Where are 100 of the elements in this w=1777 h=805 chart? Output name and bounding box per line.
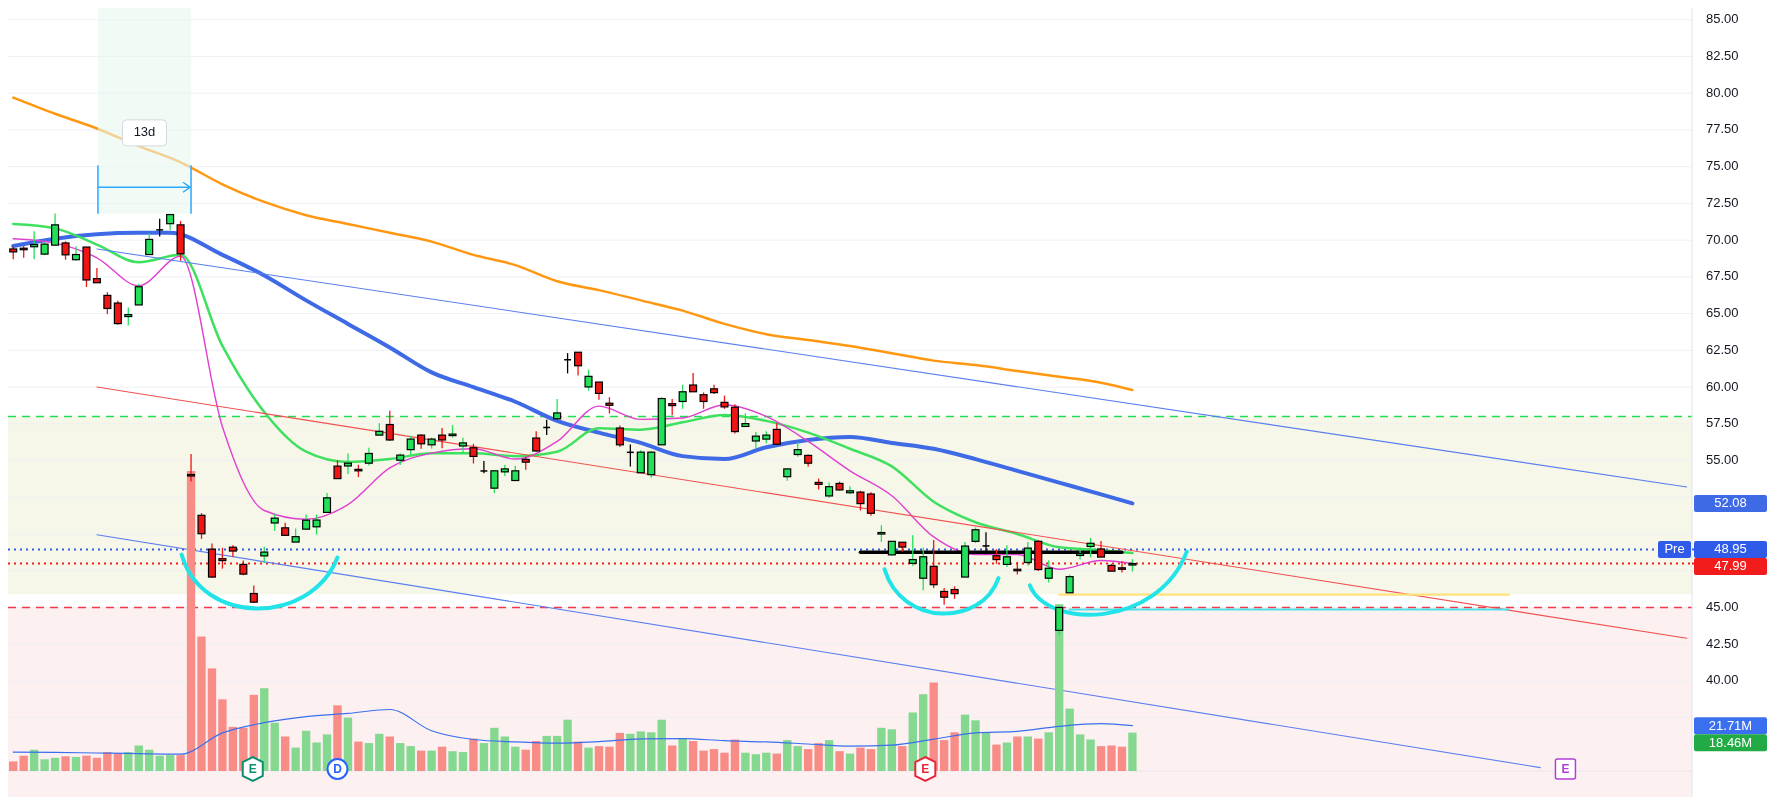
y-tick-label: 40.00 — [1706, 672, 1739, 688]
bar — [448, 751, 457, 771]
bar — [887, 729, 897, 771]
candlestick — [469, 443, 478, 465]
candlestick — [343, 452, 352, 475]
y-tick-label: 45.00 — [1706, 598, 1739, 614]
bar — [542, 735, 551, 771]
bar — [521, 749, 530, 771]
bar — [1034, 738, 1043, 771]
bar — [19, 755, 28, 771]
bar — [511, 746, 520, 771]
y-tick-label: 85.00 — [1706, 11, 1739, 27]
bar — [678, 738, 687, 771]
bar — [762, 752, 771, 771]
bar — [145, 749, 154, 771]
candlestick — [940, 587, 949, 606]
bar — [563, 719, 572, 771]
annotation: 13d — [133, 124, 156, 140]
y-tick-label: 75.00 — [1706, 158, 1739, 174]
candlestick — [636, 449, 645, 474]
bar — [416, 750, 426, 771]
bar — [291, 747, 300, 771]
bar — [605, 746, 614, 771]
bar — [40, 759, 49, 771]
bar — [1065, 708, 1074, 771]
bar — [1023, 736, 1032, 771]
text: 18.46M — [1708, 734, 1753, 750]
candlestick — [51, 212, 60, 246]
candlestick — [61, 240, 70, 261]
bar — [1002, 742, 1012, 771]
bar — [479, 743, 489, 771]
bar — [814, 743, 823, 771]
bar — [971, 720, 980, 771]
annotation: E — [921, 762, 930, 777]
y-tick-label: 62.50 — [1706, 341, 1739, 357]
bar — [636, 731, 645, 771]
bar — [385, 736, 394, 771]
bar — [396, 743, 405, 771]
bar — [1044, 732, 1053, 771]
bar — [500, 736, 510, 771]
bar — [741, 752, 750, 771]
bar — [228, 726, 238, 771]
bar — [699, 750, 708, 771]
bar — [270, 722, 279, 771]
candlestick — [1065, 574, 1074, 594]
y-tick-label: 57.50 — [1706, 415, 1739, 431]
bar — [981, 732, 991, 771]
candlestick — [30, 230, 39, 260]
bar — [1096, 746, 1106, 771]
line-series — [11, 96, 1134, 392]
candlestick — [678, 384, 687, 410]
candlestick — [71, 245, 81, 262]
bar — [427, 750, 436, 771]
bar — [845, 753, 855, 771]
bar — [364, 743, 374, 771]
bar — [197, 636, 206, 771]
bar — [772, 753, 781, 771]
bar — [835, 751, 844, 771]
candlestick — [532, 430, 541, 453]
ref-line-label: 47.99 — [1714, 558, 1747, 574]
bar — [992, 744, 1001, 771]
bar — [155, 755, 164, 771]
y-tick-label: 42.50 — [1706, 635, 1739, 651]
bar — [207, 668, 217, 771]
bar — [165, 755, 175, 771]
bar — [281, 736, 290, 771]
bar — [1086, 739, 1095, 771]
bar — [92, 757, 102, 771]
bar — [176, 755, 185, 771]
annotation: E — [248, 762, 257, 777]
bar — [9, 761, 18, 771]
y-tick-label: 77.50 — [1706, 121, 1739, 137]
candlestick — [689, 372, 698, 393]
y-tick-label: 60.00 — [1706, 378, 1739, 394]
bar — [573, 741, 583, 771]
candlestick — [145, 232, 154, 256]
bar — [950, 732, 959, 771]
bar — [939, 740, 949, 771]
bar — [668, 745, 677, 771]
candlestick — [1044, 559, 1053, 584]
bar — [657, 719, 666, 771]
candlestick — [406, 435, 415, 456]
bar — [61, 756, 70, 771]
bar — [29, 749, 39, 771]
bar — [584, 747, 593, 771]
bar — [301, 730, 311, 771]
bar — [626, 733, 635, 771]
bar — [71, 756, 81, 771]
y-tick-label: 70.00 — [1706, 231, 1739, 247]
bar — [1075, 734, 1085, 771]
y-tick-label: 55.00 — [1706, 451, 1739, 467]
candlestick — [584, 368, 593, 392]
candlestick — [228, 544, 237, 558]
bar — [615, 732, 625, 771]
candlestick — [134, 283, 143, 306]
bar — [594, 746, 604, 771]
bar — [877, 727, 886, 771]
candlestick — [197, 512, 206, 540]
bar — [469, 738, 478, 771]
y-tick-label: 65.00 — [1706, 305, 1739, 321]
